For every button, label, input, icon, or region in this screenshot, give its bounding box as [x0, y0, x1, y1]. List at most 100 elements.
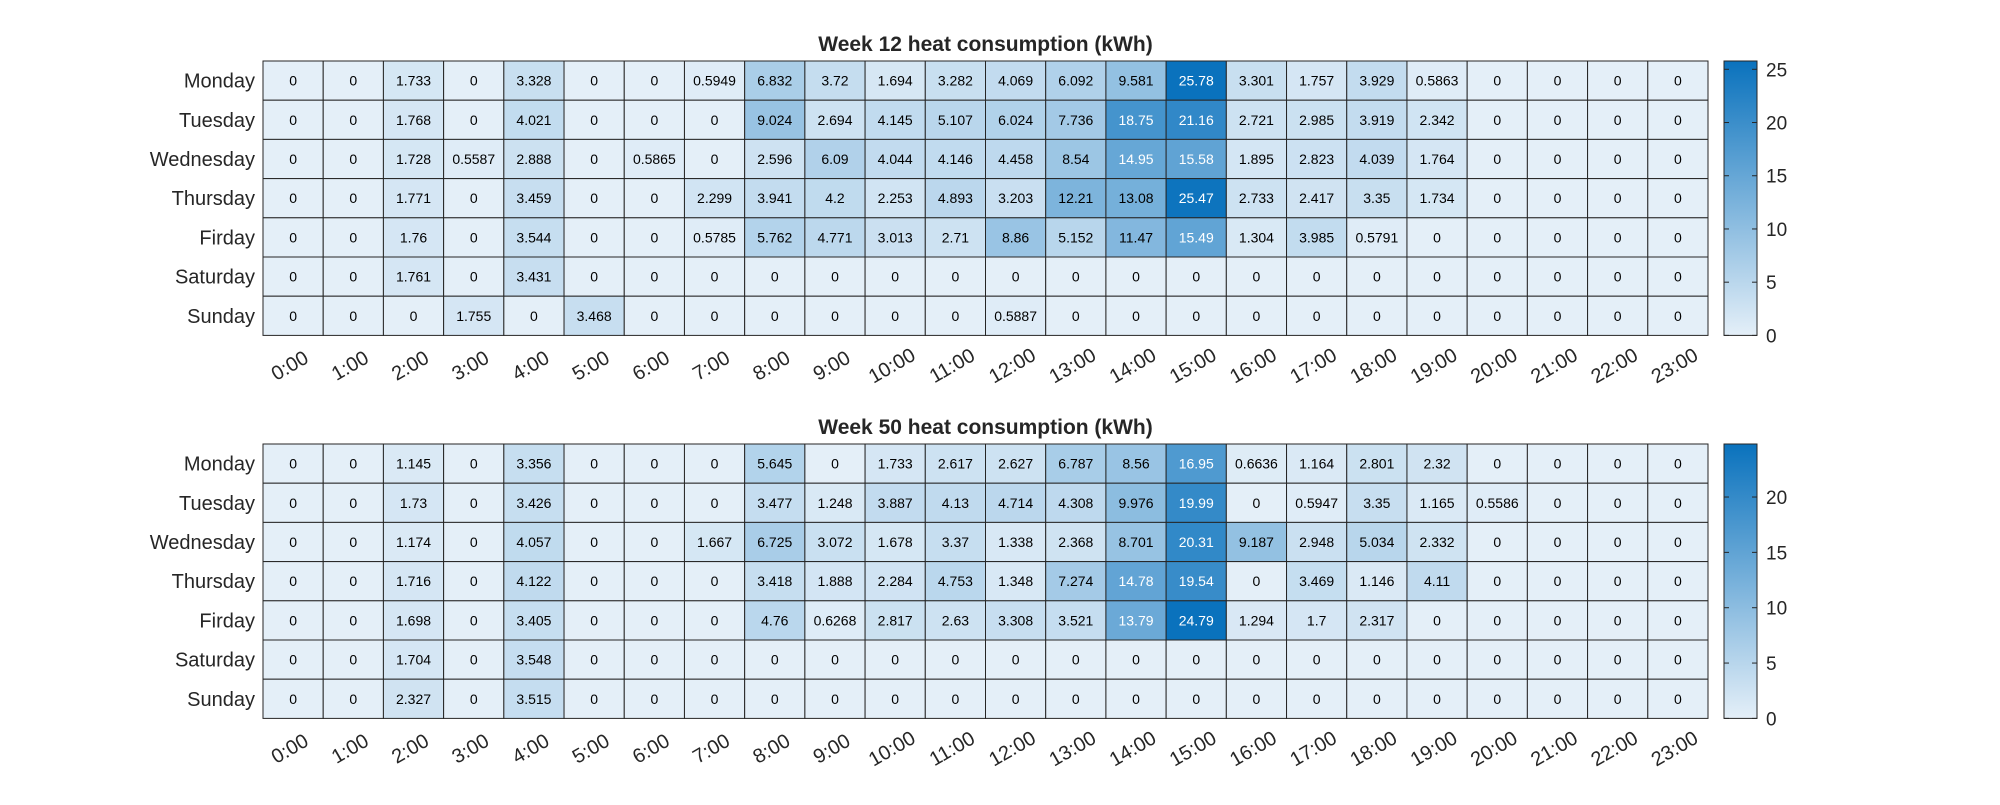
cell-label: 0 — [1493, 151, 1501, 167]
column-label: 22:00 — [1588, 344, 1642, 388]
heatmap-cell — [1045, 600, 1107, 641]
cell-label: 0 — [470, 229, 478, 245]
heatmap-cell — [623, 217, 685, 258]
colorbar-tick-label: 20 — [1766, 114, 1787, 135]
cell-label: 1.667 — [697, 534, 732, 550]
cell-label: 0 — [590, 112, 598, 128]
heatmap-cell — [1225, 600, 1288, 641]
column-label: 11:00 — [926, 345, 979, 388]
cell-label: 0 — [1554, 151, 1562, 167]
heatmap-cell — [322, 521, 384, 563]
cell-label: 5.762 — [757, 229, 792, 245]
column-label: 23:00 — [1648, 727, 1702, 771]
cell-label: 1.165 — [1420, 495, 1455, 511]
heatmap-cell — [1647, 639, 1709, 680]
cell-label: 0 — [1493, 308, 1501, 324]
heatmap-cell — [744, 678, 806, 719]
cell-label: 4.771 — [817, 229, 852, 245]
heatmap-cell — [1346, 678, 1408, 719]
cell-label: 4.753 — [938, 573, 973, 589]
row-label: Saturday — [175, 267, 255, 289]
cell-label: 0 — [1554, 652, 1562, 668]
heatmap-cell — [985, 482, 1047, 523]
heatmap-cell — [623, 639, 685, 680]
cell-label: 0 — [1132, 269, 1140, 285]
heatmap-cell — [382, 295, 445, 336]
cell-label: 0 — [289, 151, 297, 167]
cell-label: 8.54 — [1062, 151, 1089, 167]
heatmap-cell — [563, 60, 625, 101]
heatmap-cell — [985, 138, 1047, 180]
cell-label: 1.734 — [1420, 190, 1455, 206]
cell-label: 0 — [1493, 534, 1501, 550]
cell-label: 0 — [349, 691, 357, 707]
heatmap-cell — [683, 60, 746, 101]
column-label: 8:00 — [749, 347, 794, 386]
heatmap-cell — [1165, 217, 1227, 258]
heatmap-cell — [683, 639, 746, 680]
heatmap-cell — [1587, 521, 1649, 563]
cell-label: 4.021 — [516, 112, 551, 128]
cell-label: 1.146 — [1359, 573, 1394, 589]
heatmap-cell — [1647, 60, 1709, 101]
cell-label: 0 — [771, 691, 779, 707]
cell-label: 0 — [590, 573, 598, 589]
cell-label: 3.356 — [516, 456, 551, 472]
cell-label: 20.31 — [1179, 534, 1214, 550]
cell-label: 24.79 — [1179, 612, 1214, 628]
cell-label: 0 — [650, 190, 658, 206]
cell-label: 0 — [1373, 308, 1381, 324]
heatmap-cell — [443, 99, 505, 140]
cell-label: 0 — [1433, 308, 1441, 324]
cell-label: 0 — [470, 190, 478, 206]
heatmap-cell — [1526, 60, 1589, 101]
cell-label: 2.617 — [938, 456, 973, 472]
heatmap-cell — [744, 639, 806, 680]
cell-label: 13.79 — [1118, 612, 1153, 628]
cell-label: 1.716 — [396, 573, 431, 589]
cell-label: 0 — [1614, 652, 1622, 668]
cell-label: 0 — [1674, 612, 1682, 628]
cell-label: 2.721 — [1239, 112, 1274, 128]
cell-label: 0 — [771, 269, 779, 285]
heatmap-cell — [1526, 217, 1589, 258]
cell-label: 0 — [289, 229, 297, 245]
cell-label: 0.5865 — [633, 151, 676, 167]
cell-label: 0 — [1253, 691, 1261, 707]
cell-label: 0 — [711, 612, 719, 628]
heatmap-cell — [1466, 678, 1528, 719]
colorbar-tick-label: 5 — [1766, 273, 1777, 294]
heatmap-cell — [1406, 295, 1468, 336]
cell-label: 4.044 — [878, 151, 913, 167]
cell-label: 3.282 — [938, 73, 973, 89]
cell-label: 19.54 — [1179, 573, 1214, 589]
heatmap-cell — [804, 639, 866, 680]
cell-label: 18.75 — [1118, 112, 1153, 128]
heatmap-cell — [443, 256, 505, 297]
cell-label: 0 — [1012, 269, 1020, 285]
column-label: 20:00 — [1467, 344, 1521, 388]
row-label: Firday — [199, 227, 255, 249]
heatmap-cell — [924, 60, 987, 101]
cell-label: 0 — [891, 691, 899, 707]
heatmap-cell — [262, 678, 324, 719]
column-label: 4:00 — [509, 347, 554, 386]
column-label: 18:00 — [1347, 727, 1401, 771]
cell-label: 0 — [1554, 308, 1562, 324]
cell-label: 3.431 — [516, 269, 551, 285]
cell-label: 8.701 — [1118, 534, 1153, 550]
heatmap-cell — [623, 99, 685, 140]
cell-label: 7.736 — [1058, 112, 1093, 128]
column-label: 16:00 — [1226, 727, 1280, 771]
heatmap-cell — [744, 178, 806, 219]
heatmap-cell — [1286, 482, 1348, 523]
cell-label: 3.35 — [1363, 495, 1390, 511]
heatmap-panel-1: Week 12 heat consumption (kWh) 0 0 1.733 0 3.… — [150, 33, 1787, 388]
column-label: 15:00 — [1166, 727, 1220, 771]
heatmap-cell — [1286, 138, 1348, 180]
column-label: 10:00 — [865, 727, 919, 771]
cell-label: 2.368 — [1058, 534, 1093, 550]
cell-label: 0 — [1614, 456, 1622, 472]
cell-label: 0 — [1493, 652, 1501, 668]
